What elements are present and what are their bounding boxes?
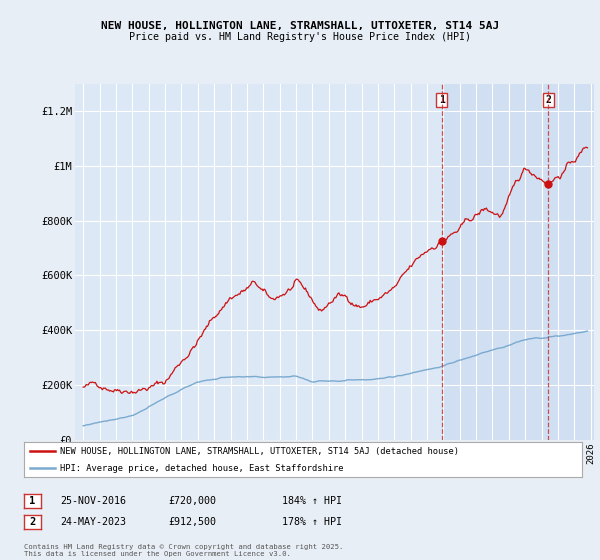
Text: £720,000: £720,000 bbox=[168, 496, 216, 506]
Text: Contains HM Land Registry data © Crown copyright and database right 2025.
This d: Contains HM Land Registry data © Crown c… bbox=[24, 544, 343, 557]
Text: Price paid vs. HM Land Registry's House Price Index (HPI): Price paid vs. HM Land Registry's House … bbox=[129, 32, 471, 43]
Text: NEW HOUSE, HOLLINGTON LANE, STRAMSHALL, UTTOXETER, ST14 5AJ: NEW HOUSE, HOLLINGTON LANE, STRAMSHALL, … bbox=[101, 21, 499, 31]
Text: 184% ↑ HPI: 184% ↑ HPI bbox=[282, 496, 342, 506]
Text: 1: 1 bbox=[29, 496, 35, 506]
Text: 24-MAY-2023: 24-MAY-2023 bbox=[60, 517, 126, 527]
Text: 2: 2 bbox=[29, 517, 35, 527]
Text: 25-NOV-2016: 25-NOV-2016 bbox=[60, 496, 126, 506]
Bar bbox=[442, 84, 594, 440]
Text: HPI: Average price, detached house, East Staffordshire: HPI: Average price, detached house, East… bbox=[60, 464, 344, 473]
Text: 178% ↑ HPI: 178% ↑ HPI bbox=[282, 517, 342, 527]
Text: 1: 1 bbox=[439, 95, 445, 105]
Text: NEW HOUSE, HOLLINGTON LANE, STRAMSHALL, UTTOXETER, ST14 5AJ (detached house): NEW HOUSE, HOLLINGTON LANE, STRAMSHALL, … bbox=[60, 447, 459, 456]
Text: £912,500: £912,500 bbox=[168, 517, 216, 527]
Text: 2: 2 bbox=[545, 95, 551, 105]
